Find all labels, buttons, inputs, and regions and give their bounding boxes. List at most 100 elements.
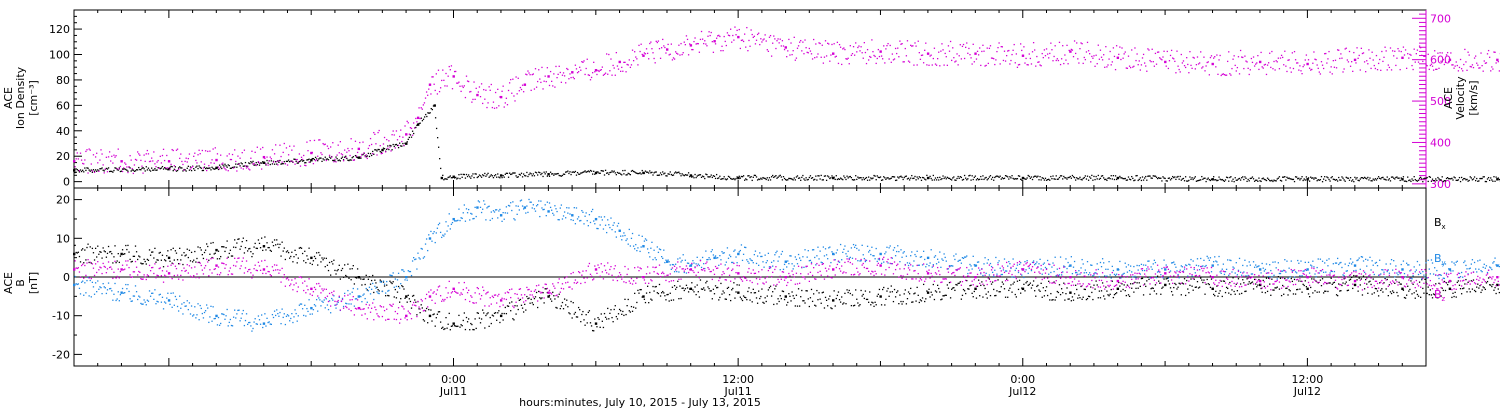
velocity-trace-dot xyxy=(1360,47,1363,49)
velocity-trace-dot xyxy=(1014,62,1016,64)
velocity-trace-dot xyxy=(472,98,474,101)
velocity-trace-dot xyxy=(954,61,956,63)
bx-trace-dot xyxy=(1108,295,1110,297)
bx-trace-dot xyxy=(752,288,754,290)
density-trace-dot xyxy=(804,179,806,181)
velocity-trace-dot xyxy=(110,160,112,162)
density-trace-dot xyxy=(1255,179,1257,181)
bx-trace-dot xyxy=(370,279,373,282)
velocity-trace-dot xyxy=(818,42,820,44)
velocity-trace-dot xyxy=(641,53,643,56)
bx-trace-dot xyxy=(963,290,966,292)
density-trace-dot xyxy=(827,175,829,177)
velocity-trace-dot xyxy=(386,138,388,141)
density-trace-dot xyxy=(673,172,676,174)
density-trace-dot xyxy=(968,175,970,177)
velocity-trace-dot xyxy=(1129,66,1132,69)
bx-trace-dot xyxy=(928,288,930,290)
velocity-trace-dot xyxy=(505,97,508,99)
density-trace-dot xyxy=(806,179,808,181)
density-trace-dot xyxy=(1194,176,1196,178)
bx-trace-dot xyxy=(1083,288,1085,290)
density-trace-dot xyxy=(402,142,404,145)
density-trace-dot xyxy=(1072,176,1075,178)
velocity-trace-dot xyxy=(282,151,284,154)
velocity-trace-dot xyxy=(1446,51,1449,54)
velocity-trace-dot xyxy=(1108,58,1110,60)
density-trace-dot xyxy=(910,177,912,179)
bx-trace-dot xyxy=(165,260,167,262)
density-trace-dot xyxy=(689,176,691,178)
bx-trace-dot xyxy=(1133,291,1135,293)
density-trace-dot xyxy=(266,159,268,162)
bx-trace-dot xyxy=(1043,295,1046,297)
velocity-trace-dot xyxy=(334,158,336,160)
velocity-trace-dot xyxy=(1338,49,1340,51)
density-trace-dot xyxy=(1464,177,1466,180)
bx-trace-dot xyxy=(281,241,283,243)
bx-trace-dot xyxy=(122,253,125,255)
bx-trace-dot xyxy=(1178,282,1180,284)
bx-trace-dot xyxy=(399,301,401,303)
density-trace-dot xyxy=(579,173,581,175)
velocity-trace-dot xyxy=(518,90,520,92)
velocity-trace-dot xyxy=(860,46,862,48)
bx-trace-dot xyxy=(837,291,840,293)
density-trace-dot xyxy=(873,174,875,177)
bx-trace-dot xyxy=(386,284,388,286)
bx-trace-dot xyxy=(693,291,695,293)
velocity-trace-dot xyxy=(754,43,757,45)
velocity-trace-dot xyxy=(1376,69,1379,71)
density-trace-dot xyxy=(842,178,844,181)
density-trace-dot xyxy=(1054,178,1056,180)
velocity-trace-dot xyxy=(1083,56,1085,59)
b-tick-label: 0 xyxy=(63,271,70,284)
density-trace-dot xyxy=(548,175,551,177)
velocity-trace-dot xyxy=(892,59,895,61)
bx-trace-dot xyxy=(704,289,706,291)
bx-trace-dot xyxy=(541,297,543,299)
bx-trace-dot xyxy=(795,294,798,296)
bx-trace-dot xyxy=(443,328,445,331)
bx-trace-dot xyxy=(76,252,78,254)
velocity-trace-dot xyxy=(545,80,547,83)
density-trace-dot xyxy=(435,127,438,130)
bx-trace-dot xyxy=(596,326,598,328)
bx-trace-dot xyxy=(364,283,366,286)
velocity-trace-dot xyxy=(1258,68,1260,71)
bx-trace-dot xyxy=(1094,288,1096,290)
bx-trace-dot xyxy=(942,295,944,297)
velocity-trace-dot xyxy=(1181,62,1184,64)
bx-trace-dot xyxy=(1287,294,1289,296)
velocity-trace-dot xyxy=(853,54,856,56)
velocity-trace-dot xyxy=(1215,66,1217,68)
density-trace-dot xyxy=(80,170,83,173)
velocity-trace-dot xyxy=(1202,66,1204,68)
density-trace-dot xyxy=(967,178,969,180)
velocity-trace-dot xyxy=(721,45,723,47)
velocity-trace-dot xyxy=(729,28,732,30)
bx-trace-dot xyxy=(948,281,951,284)
velocity-trace-dot xyxy=(498,105,500,107)
density-point xyxy=(405,142,408,145)
density-trace-dot xyxy=(407,138,409,141)
bx-trace-dot xyxy=(425,307,428,310)
velocity-trace-dot xyxy=(163,159,166,162)
velocity-trace-dot xyxy=(384,151,387,153)
velocity-trace-dot xyxy=(751,33,753,36)
density-trace-dot xyxy=(1489,179,1491,182)
velocity-trace-dot xyxy=(867,59,870,61)
density-tick-label: 100 xyxy=(49,49,70,62)
density-trace-dot xyxy=(496,176,498,178)
velocity-trace-dot xyxy=(852,46,855,48)
bx-trace-dot xyxy=(493,312,496,314)
density-trace-dot xyxy=(105,167,108,170)
velocity-trace-dot xyxy=(1054,45,1056,47)
bx-trace-dot xyxy=(1148,278,1150,281)
bx-trace-dot xyxy=(183,252,185,254)
density-point xyxy=(73,169,76,172)
density-trace-dot xyxy=(1184,176,1187,178)
velocity-trace-dot xyxy=(226,155,228,157)
density-trace-dot xyxy=(277,160,279,162)
velocity-trace-dot xyxy=(835,55,837,57)
